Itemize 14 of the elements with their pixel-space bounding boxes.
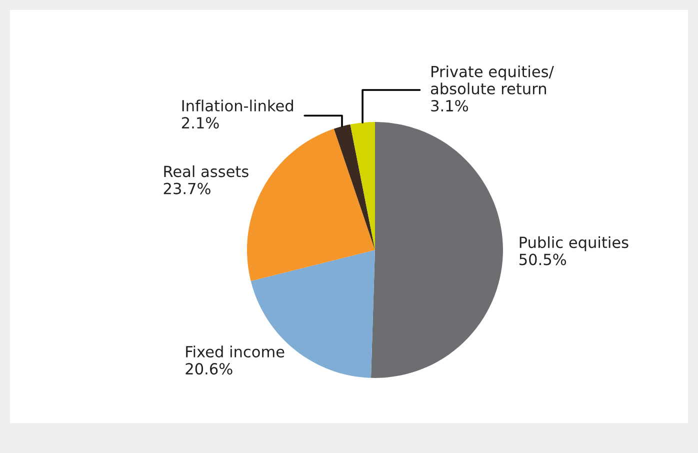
pie-slice [370, 122, 503, 378]
pie-slice [350, 122, 375, 250]
data-label: 50.5% [520, 254, 566, 266]
slice-label: Fixed income [186, 346, 284, 358]
pie-slice [334, 124, 375, 250]
pie-slice [247, 128, 375, 282]
data-label: 23.7% [164, 182, 210, 194]
slice-label: Public equities [520, 236, 628, 252]
data-label: 3.1% [431, 100, 468, 112]
data-label: 20.6% [186, 363, 232, 375]
slice-label: Real assets [164, 165, 248, 178]
slice-label: Private equities/ absolute return [430, 66, 554, 94]
slice-label: Inflation-linked [182, 100, 293, 112]
data-label: 2.1% [182, 117, 219, 129]
